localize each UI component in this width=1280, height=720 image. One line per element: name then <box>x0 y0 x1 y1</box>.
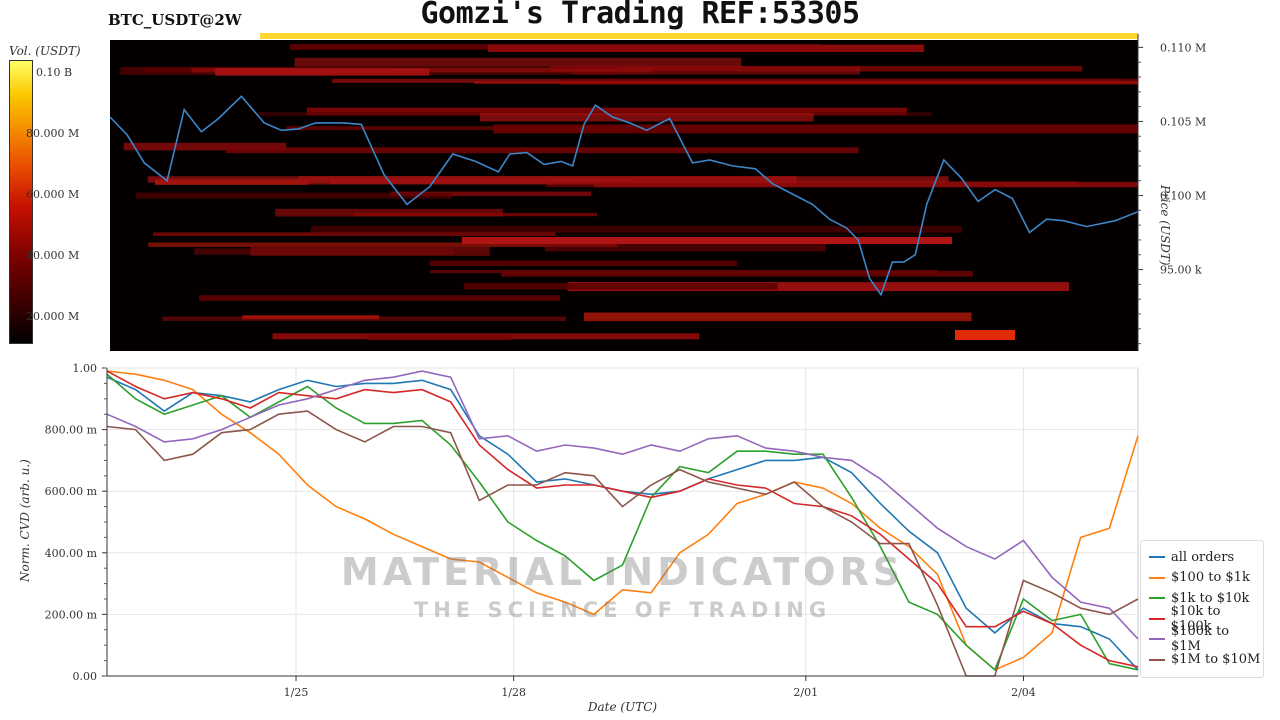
x-tick-label: 1/25 <box>284 686 309 699</box>
legend: all orders $100 to $1k $1k to $10k $10k to … <box>1140 540 1264 678</box>
cvd-line-chart: 1.00 800.00 m 600.00 m 400.00 m 200.00 m 0.00… <box>45 362 1139 699</box>
price-axis-label: Price (USDT) <box>1158 185 1172 266</box>
liquidity-band <box>583 312 972 322</box>
liquidity-band <box>194 248 455 255</box>
liquidity-band <box>275 208 503 217</box>
legend-label: all orders <box>1171 549 1235 565</box>
liquidity-band <box>390 191 592 197</box>
legend-swatch <box>1149 638 1165 640</box>
orderbook-heatmap: 0.110 M 0.105 M 0.100 M 95.00 k <box>109 33 1206 351</box>
x-axis-label: Date (UTC) <box>587 700 658 714</box>
price-tick-label: 0.105 M <box>1160 115 1206 128</box>
liquidity-band <box>501 270 973 277</box>
liquidity-band <box>225 147 859 154</box>
liquidity-band <box>429 260 738 266</box>
y-tick-label: 0.00 <box>73 670 98 683</box>
liquidity-band <box>148 242 618 247</box>
legend-swatch <box>1149 556 1165 558</box>
price-line <box>109 95 1139 297</box>
legend-label: $10k to $100k <box>1170 603 1221 634</box>
colorbar-tick: 20.000 M <box>26 310 80 323</box>
colorbar-title: Vol. (USDT) <box>9 44 81 58</box>
y-tick-label: 1.00 <box>73 362 98 375</box>
liquidity-band <box>462 237 952 244</box>
legend-swatch <box>1149 658 1165 661</box>
liquidity-band <box>955 330 1015 340</box>
legend-item: $100 to $1k <box>1149 568 1250 588</box>
x-tick-label: 2/01 <box>793 686 818 699</box>
legend-swatch <box>1149 576 1165 579</box>
colorbar-tick: 80.000 M <box>26 127 80 140</box>
price-tick-label: 95.00 k <box>1160 264 1202 277</box>
liquidity-band <box>306 107 907 116</box>
liquidity-band <box>544 243 826 252</box>
liquidity-band <box>463 283 778 290</box>
colorbar-tick: 40.000 M <box>26 249 80 262</box>
liquidity-band <box>123 142 287 151</box>
y-tick-label: 400.00 m <box>45 547 98 560</box>
chart-title: Gomzi's Trading REF:53305 <box>420 0 860 31</box>
legend-swatch <box>1149 597 1165 599</box>
y-tick-label: 200.00 m <box>45 608 98 621</box>
y-tick-label: 800.00 m <box>45 424 98 437</box>
y-tick-label: 600.00 m <box>45 485 98 498</box>
colorbar <box>9 60 33 344</box>
symbol-label: BTC_USDT@2W <box>108 11 242 29</box>
liquidity-band <box>294 57 742 67</box>
liquidity-band <box>162 316 566 321</box>
legend-label: $1k to $10k <box>1171 590 1250 606</box>
legend-item: $100k to $1M <box>1149 624 1263 654</box>
legend-swatch <box>1149 617 1165 620</box>
liquidity-band <box>310 225 963 233</box>
liquidity-band <box>567 282 1069 292</box>
liquidity-band <box>573 66 861 75</box>
liquidity-band <box>593 181 1138 188</box>
liquidity-band <box>199 295 561 301</box>
legend-item: $1M to $10M <box>1149 650 1260 670</box>
liquidity-band <box>474 80 1138 84</box>
liquidity-band <box>153 232 556 236</box>
watermark-brand: MATERIAL INDICATORS <box>340 550 905 594</box>
x-tick-label: 1/28 <box>501 686 526 699</box>
x-tick-label: 2/04 <box>1011 686 1036 699</box>
legend-label: $1M to $10M <box>1171 652 1261 667</box>
watermark-tagline: THE SCIENCE OF TRADING <box>413 598 832 622</box>
liquidity-band <box>260 33 1138 39</box>
legend-item: $10k to $100k <box>1149 604 1263 634</box>
legend-label: $100 to $1k <box>1171 570 1250 585</box>
colorbar-tick: 0.10 B <box>36 66 73 79</box>
liquidity-band <box>215 68 430 76</box>
liquidity-band <box>493 124 1138 134</box>
colorbar-tick: 60.000 M <box>26 188 80 201</box>
series-line--1k-to-10k <box>106 373 1139 672</box>
legend-label: $100k to $1M <box>1170 624 1230 654</box>
liquidity-band <box>367 334 512 340</box>
liquidity-band <box>286 126 631 131</box>
series-line--100k-to-1m <box>106 370 1139 640</box>
liquidity-band <box>488 44 925 53</box>
legend-item: all orders <box>1149 547 1234 567</box>
price-tick-label: 0.110 M <box>1160 41 1206 54</box>
cvd-plot-area <box>106 367 1139 677</box>
liquidity-band <box>479 113 814 122</box>
liquidity-band <box>147 176 949 183</box>
price-tick-label: 0.100 M <box>1160 190 1206 203</box>
liquidity-band <box>136 192 452 199</box>
legend-item: $1k to $10k <box>1149 588 1249 608</box>
series-line--10k-to-100k <box>106 370 1139 668</box>
